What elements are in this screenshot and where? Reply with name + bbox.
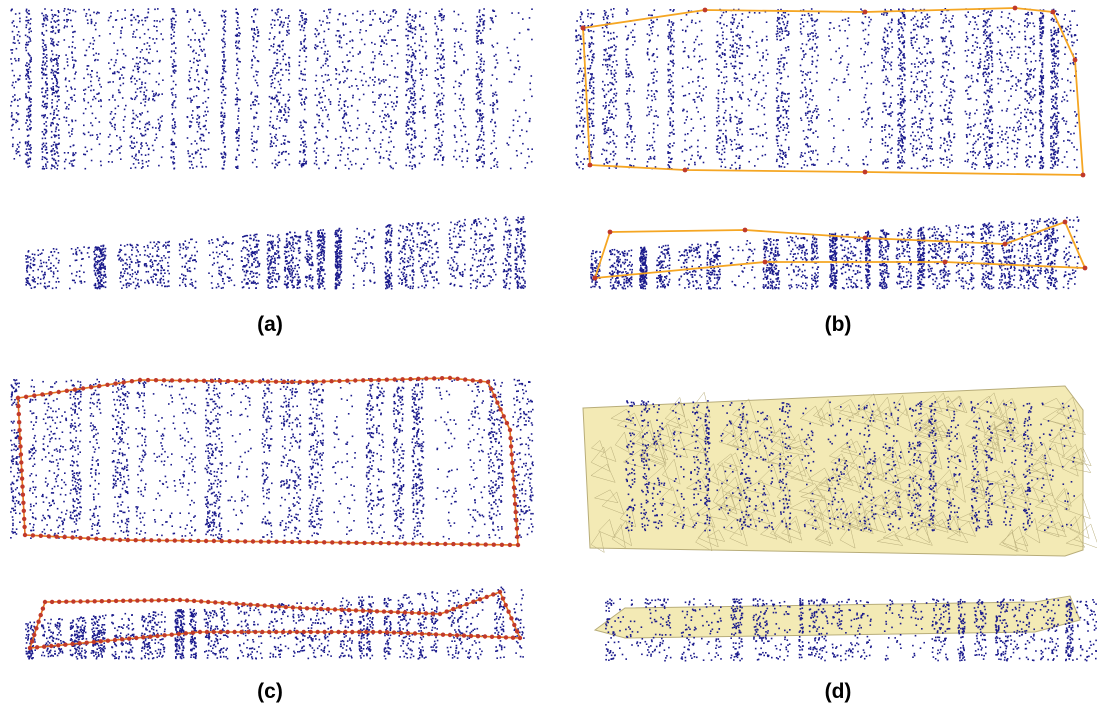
side-view-point-cloud [605, 598, 1097, 662]
panel-c [0, 370, 540, 720]
dense-boundary-polygon [15, 375, 523, 651]
top-view-point-cloud [10, 378, 534, 540]
panel-d [565, 370, 1097, 720]
panel-a [0, 0, 540, 350]
side-view-point-cloud [25, 586, 525, 660]
top-view-point-cloud [625, 400, 1076, 532]
coarse-boundary-polygon [580, 5, 1088, 281]
panel-b-graphic [575, 5, 1088, 290]
caption-c: (c) [257, 680, 283, 703]
side-view-point-cloud [590, 216, 1080, 290]
top-view-point-cloud [575, 8, 1079, 170]
top-view-point-cloud [10, 8, 533, 170]
panel-d-graphic [582, 385, 1097, 662]
caption-a: (a) [257, 313, 283, 336]
caption-d: (d) [824, 680, 852, 703]
side-view-point-cloud [25, 216, 526, 290]
caption-b: (b) [824, 313, 852, 336]
panel-c-graphic [10, 375, 534, 660]
panel-b [565, 0, 1095, 350]
panel-a-graphic [10, 8, 533, 290]
